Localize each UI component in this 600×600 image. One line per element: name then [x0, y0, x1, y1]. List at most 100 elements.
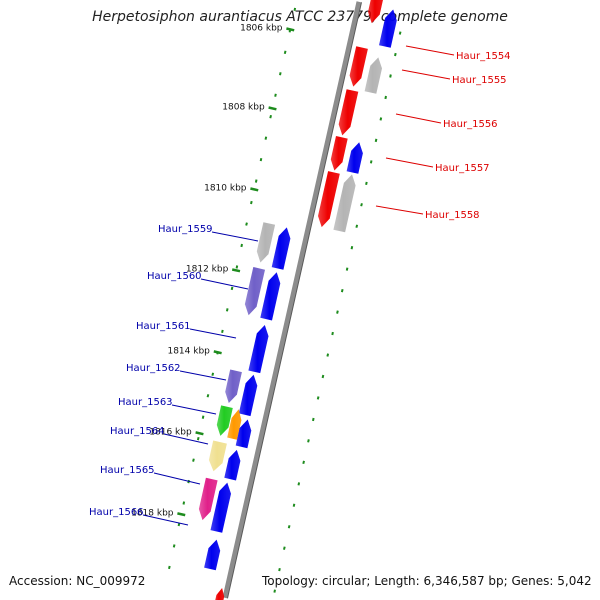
gene-feature [238, 374, 258, 417]
gene-feature [235, 419, 252, 449]
gene-leader-line [189, 328, 237, 339]
scale-tick [283, 50, 287, 55]
scale-tick [331, 331, 334, 336]
gene-feature [210, 482, 231, 533]
gene-feature [216, 405, 233, 436]
scale-tick [360, 203, 363, 207]
scale-tick [250, 200, 253, 205]
gene-feature [244, 267, 265, 316]
gene-leader-line [200, 278, 249, 290]
gene-label: Haur_1562 [126, 363, 181, 374]
gene-feature [256, 222, 276, 263]
genome-backbone-edge [227, 2, 362, 599]
gene-feature [204, 539, 221, 571]
gene-label: Haur_1559 [158, 224, 213, 235]
gene-feature [224, 449, 241, 481]
gene-label: Haur_1566 [89, 507, 144, 518]
gene-feature [198, 477, 218, 521]
gene-feature [260, 272, 281, 321]
scale-tick [345, 267, 349, 271]
scale-tick [394, 52, 397, 57]
scale-major-tick [286, 27, 295, 32]
gene-leader-line [179, 370, 227, 381]
gene-leader-line [395, 113, 442, 124]
scale-tick [201, 415, 205, 419]
scale-tick [398, 31, 402, 35]
map-title: Herpetosiphon aurantiacus ATCC 23779, co… [92, 9, 508, 25]
gene-feature [330, 136, 348, 171]
scale-tick [274, 93, 277, 97]
scale-tick [211, 372, 215, 376]
scale-tick [302, 460, 305, 465]
scale-tick [196, 436, 200, 441]
scale-tick [240, 243, 243, 248]
scale-tick [192, 458, 195, 462]
gene-label: Haur_1554 [456, 51, 511, 62]
gene-leader-line [163, 433, 209, 445]
gene-label: Haur_1565 [100, 465, 155, 476]
scale-tick [235, 265, 239, 269]
gene-feature [248, 325, 269, 374]
gene-leader-line [375, 205, 424, 215]
scale-major-tick [213, 350, 222, 355]
genome-backbone [222, 1, 362, 599]
scale-label: 1816 kbp [149, 428, 192, 438]
scale-label: 1812 kbp [186, 265, 229, 275]
scale-tick [350, 246, 354, 250]
gene-leader-line [171, 404, 217, 415]
topology-text: Topology: circular; Length: 6,346,587 bp… [262, 574, 592, 588]
gene-feature [227, 409, 242, 440]
gene-label: Haur_1560 [147, 271, 202, 282]
scale-tick [254, 179, 258, 183]
scale-tick [293, 7, 297, 12]
gene-feature [364, 57, 382, 94]
gene-leader-line [385, 157, 434, 168]
scale-tick [283, 546, 286, 550]
gene-feature [338, 89, 359, 136]
scale-label: 1806 kbp [240, 24, 283, 34]
gene-feature [318, 171, 340, 228]
scale-tick [340, 288, 344, 293]
gene-feature [271, 227, 291, 270]
gene-leader-line [211, 231, 259, 242]
scale-tick [297, 482, 301, 486]
scale-tick [389, 74, 392, 78]
scale-major-tick [231, 268, 241, 273]
scale-tick [287, 525, 291, 529]
scale-tick [279, 72, 282, 76]
gene-leader-line [142, 514, 189, 526]
scale-tick [230, 286, 234, 291]
scale-tick [245, 222, 248, 226]
scale-tick [374, 138, 378, 143]
scale-tick [307, 439, 310, 443]
scale-tick [278, 567, 281, 572]
gene-feature [349, 46, 368, 87]
gene-leader-line [405, 45, 455, 56]
gene-label: Haur_1561 [136, 321, 191, 332]
scale-tick [379, 117, 383, 121]
scale-tick [312, 417, 315, 422]
scale-tick [321, 374, 325, 379]
scale-label: 1808 kbp [222, 103, 265, 113]
scale-tick [182, 501, 186, 505]
scale-label: 1810 kbp [204, 184, 247, 194]
gene-leader-line [401, 69, 451, 80]
gene-leader-line [153, 472, 201, 485]
gene-feature [346, 142, 363, 174]
scale-tick [365, 181, 368, 186]
scale-major-tick [195, 431, 204, 436]
scale-tick [172, 544, 176, 548]
scale-tick [384, 95, 387, 100]
gene-feature [333, 174, 356, 233]
scale-tick [269, 114, 272, 119]
gene-feature [368, 0, 383, 24]
scale-major-tick [268, 106, 277, 111]
gene-label: Haur_1564 [110, 426, 165, 437]
scale-tick [273, 589, 276, 593]
scale-tick [221, 329, 224, 334]
scale-tick [177, 522, 181, 527]
gene-feature [225, 369, 242, 403]
gene-label: Haur_1557 [435, 163, 490, 174]
gene-label: Haur_1563 [118, 397, 173, 408]
